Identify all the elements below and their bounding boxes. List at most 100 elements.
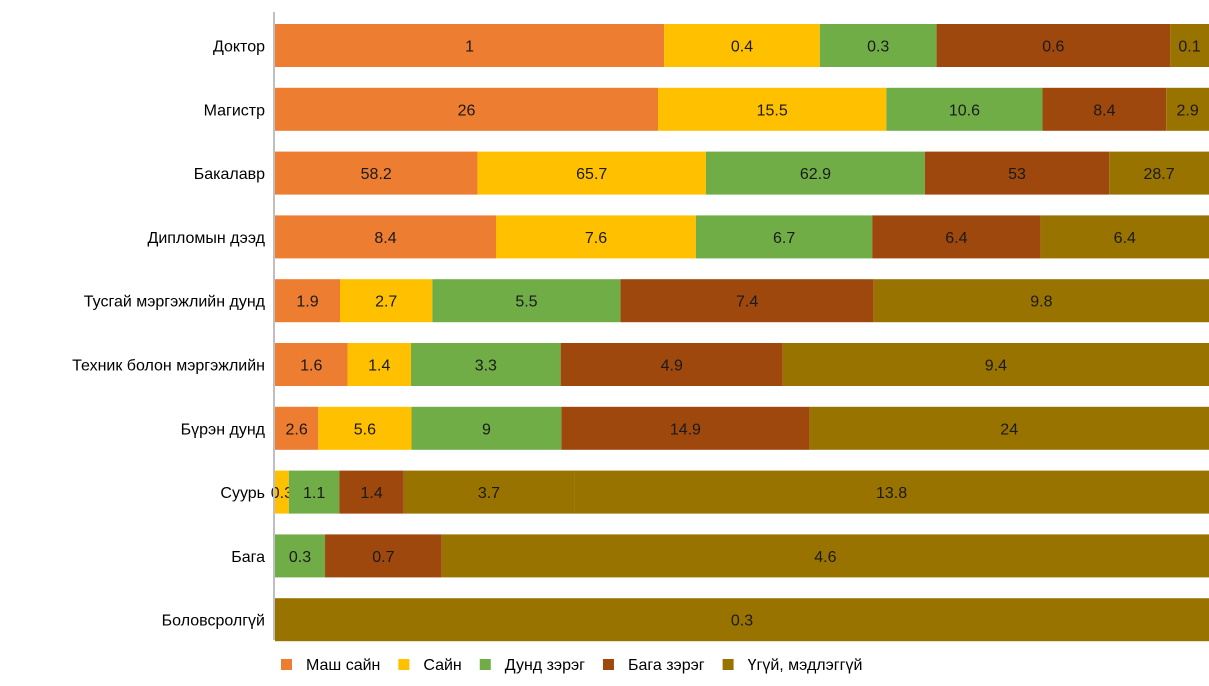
legend-swatch — [479, 659, 491, 670]
bar-segment-бүрэн-дунд-4 — [809, 406, 1209, 450]
bar-segment-тусгай-мэргэжлийн-дунд-4 — [873, 279, 1209, 323]
bar-segment-дипломын-дээд-3 — [872, 215, 1041, 259]
legend-label: Бага зэрэг — [628, 657, 705, 674]
data-label: 28.7 — [1144, 166, 1175, 183]
bar-segment-дипломын-дээд-1 — [496, 215, 696, 259]
category-label: Бүрэн дунд — [181, 421, 266, 438]
bar-segment-техник-болон-мэргэжлийн-4 — [782, 343, 1209, 386]
data-label: 9.4 — [985, 358, 1007, 375]
bar-segment-доктор-1 — [664, 24, 820, 67]
bar-segment-магистр-3 — [1042, 87, 1167, 131]
data-label: 1.6 — [300, 358, 322, 375]
data-label: 3.3 — [475, 358, 497, 375]
data-label: 0.3 — [731, 613, 753, 630]
data-label: 6.4 — [1114, 230, 1136, 247]
bar-segment-магистр-0 — [275, 87, 659, 131]
bar-segment-магистр-4 — [1166, 87, 1209, 131]
data-label: 8.4 — [374, 230, 396, 247]
bar-segment-суурь-3 — [339, 470, 404, 514]
category-label: Техник болон мэргэжлийн — [72, 358, 265, 375]
data-label: 53 — [1008, 166, 1026, 183]
legend: Маш сайн Сайн Дунд зэрэг Бага зэрэг Үгүй, мэ… — [281, 657, 862, 674]
data-label: 7.6 — [585, 230, 607, 247]
data-label: 0.3 — [289, 549, 311, 566]
legend-label: Сайн — [423, 657, 461, 674]
data-label: 62.9 — [800, 166, 831, 183]
data-label: 0.6 — [1042, 39, 1064, 56]
data-label: 0.3 — [867, 39, 889, 56]
bar-segment-бүрэн-дунд-1 — [318, 406, 412, 450]
data-label: 0.3 — [271, 485, 293, 502]
data-label: 26 — [458, 102, 476, 119]
category-label: Боловсролгүй — [162, 613, 265, 630]
bar-segment-доктор-0 — [275, 24, 665, 67]
legend-swatch — [281, 659, 292, 670]
bar-segment-бүрэн-дунд-2 — [411, 406, 562, 450]
data-label: 58.2 — [361, 166, 392, 183]
bar-segment-техник-болон-мэргэжлийн-2 — [411, 343, 561, 386]
data-label: 65.7 — [576, 166, 607, 183]
bar-segment-суурь-2 — [288, 470, 340, 514]
data-label: 9 — [482, 421, 491, 438]
bar-segment-бага-2 — [275, 534, 326, 578]
bar-segment-дипломын-дээд-2 — [695, 215, 873, 259]
category-label: Магистр — [204, 102, 266, 119]
category-label: Суурь — [220, 485, 265, 502]
data-label: 1.1 — [303, 485, 325, 502]
data-label: 1 — [465, 39, 474, 56]
data-label: 2.7 — [375, 294, 397, 311]
bar-segment-бакалавр-3 — [924, 151, 1110, 195]
data-label: 6.7 — [773, 230, 795, 247]
category-label: Дипломын дээд — [148, 230, 266, 247]
bars-layer: 1 0.4 0.3 0.6 0.1 26 15.5 10.6 8.4 2.9 58.2 65.7 62.… — [271, 24, 1209, 642]
category-label: Тусгай мэргэжлийн дунд — [84, 294, 266, 311]
bar-segment-бүрэн-дунд-3 — [561, 406, 810, 450]
bar-segment-бакалавр-4 — [1109, 151, 1209, 195]
legend-swatch — [398, 659, 410, 670]
legend-swatch — [722, 659, 734, 670]
bar-segment-суурь-5 — [574, 470, 1209, 514]
data-label: 8.4 — [1093, 102, 1115, 119]
data-label: 0.1 — [1178, 39, 1200, 56]
data-label: 1.4 — [360, 485, 382, 502]
legend-label: Дунд зэрэг — [505, 657, 585, 674]
data-label: 10.6 — [949, 102, 980, 119]
bar-segment-тусгай-мэргэжлийн-дунд-0 — [275, 279, 340, 323]
bar-segment-техник-болон-мэргэжлийн-1 — [347, 343, 412, 386]
category-label: Бага — [231, 549, 265, 566]
bar-segment-бакалавр-1 — [477, 151, 706, 195]
data-label: 9.8 — [1030, 294, 1052, 311]
data-label: 2.6 — [286, 421, 308, 438]
bar-segment-боловсролгүй-4 — [275, 598, 1209, 642]
data-label: 4.6 — [814, 549, 836, 566]
data-label: 13.8 — [876, 485, 907, 502]
bar-segment-бага-3 — [325, 534, 442, 578]
data-label: 7.4 — [736, 294, 758, 311]
bar-segment-магистр-2 — [886, 87, 1043, 131]
bar-segment-бакалавр-2 — [706, 151, 925, 195]
category-label: Доктор — [213, 39, 265, 56]
data-label: 0.4 — [731, 39, 753, 56]
data-label: 15.5 — [757, 102, 788, 119]
bar-segment-тусгай-мэргэжлийн-дунд-2 — [432, 279, 621, 323]
data-label: 6.4 — [945, 230, 967, 247]
bar-segment-бүрэн-дунд-0 — [275, 406, 319, 450]
data-label: 14.9 — [670, 421, 701, 438]
data-label: 0.7 — [372, 549, 394, 566]
bar-segment-суурь-4 — [403, 470, 575, 514]
bar-segment-техник-болон-мэргэжлийн-0 — [275, 343, 348, 386]
data-label: 5.6 — [354, 421, 376, 438]
legend-swatch — [602, 659, 614, 670]
data-label: 2.9 — [1177, 102, 1199, 119]
category-label: Бакалавр — [194, 166, 265, 183]
bar-segment-доктор-3 — [936, 24, 1171, 67]
data-label: 3.7 — [478, 485, 500, 502]
data-label: 24 — [1000, 421, 1018, 438]
bar-segment-доктор-4 — [1170, 24, 1209, 67]
bar-segment-бага-4 — [441, 534, 1209, 578]
data-label: 5.5 — [515, 294, 537, 311]
bar-segment-доктор-2 — [819, 24, 937, 67]
bar-segment-тусгай-мэргэжлийн-дунд-3 — [620, 279, 874, 323]
bar-segment-суурь-1 — [275, 470, 289, 514]
bar-segment-бакалавр-0 — [275, 151, 478, 195]
